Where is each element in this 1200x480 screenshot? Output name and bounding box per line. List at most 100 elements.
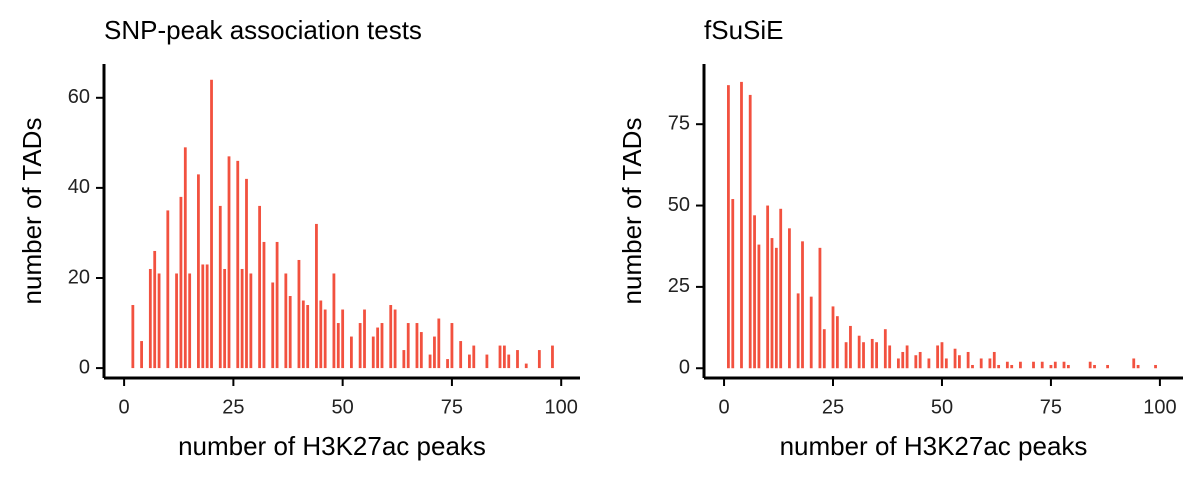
bar [336,323,340,369]
bar [516,350,519,369]
bar [275,241,279,369]
bar [818,247,822,369]
bar [349,336,353,369]
bar [1106,364,1109,369]
bar [258,205,262,369]
bar [148,268,152,369]
bar [472,345,476,369]
y-tick-label: 75 [668,112,690,134]
bar [905,345,909,369]
bar [406,323,410,369]
bar [428,354,432,369]
x-axis-title: number of H3K27ac peaks [780,431,1088,461]
bar [988,358,992,369]
bar [157,273,161,369]
bar [753,215,756,369]
bar [1040,361,1044,369]
bar [918,351,922,369]
bar [1019,361,1022,369]
y-tick-label: 0 [679,357,690,379]
bar [507,354,511,369]
bar [376,327,380,369]
bar [537,350,541,369]
bar [393,309,397,369]
bar [1049,364,1053,369]
bar [306,305,310,369]
bar [796,293,800,369]
bar [166,210,170,369]
bar [363,309,366,369]
bar [870,338,874,369]
bar [936,345,940,369]
bar [1136,364,1140,369]
bar [1005,361,1009,369]
bar [958,355,961,369]
bar [888,345,892,369]
bar [740,81,743,369]
bar [927,358,931,369]
bar [551,345,554,369]
bar [748,94,752,369]
bar [319,300,323,369]
bar [332,273,336,369]
bar [779,208,783,369]
bar [883,329,887,369]
bar [459,341,463,369]
bar [446,359,449,369]
x-tick-label: 75 [1040,396,1062,418]
bar [875,342,878,369]
y-axis-title: number of TADs [617,118,647,305]
bar [371,336,375,369]
bar [131,305,135,369]
bar [774,247,778,369]
bar [179,196,183,369]
bar [271,282,275,369]
bar [140,341,143,369]
x-tick-label: 25 [222,396,244,418]
bar [524,363,528,369]
bar [992,351,996,369]
bar [896,358,900,369]
x-tick-label: 50 [931,396,953,418]
bar [205,264,209,369]
bar [1053,361,1057,369]
y-tick-label: 40 [68,176,90,198]
bar [1062,361,1066,369]
bar [801,241,804,369]
bar [288,296,292,369]
bar [485,354,489,369]
bar [1132,358,1136,369]
bar [227,156,231,369]
bar [301,300,305,369]
x-tick-label: 25 [822,396,844,418]
bar [419,332,423,369]
bar [809,296,813,369]
bar [249,273,253,369]
bar [240,268,244,369]
bar [979,358,983,369]
y-tick-label: 60 [68,86,90,108]
bar [284,273,288,369]
bar [770,238,774,369]
x-tick-label: 100 [1143,396,1176,418]
bar [323,309,327,369]
y-axis-title: number of TADs [17,118,47,305]
bar [433,336,436,369]
bar [218,205,222,369]
y-tick-label: 0 [79,356,90,378]
x-tick-label: 50 [332,396,354,418]
x-tick-label: 0 [718,396,729,418]
bar [857,335,861,369]
bar [402,350,406,369]
chart-title: SNP-peak association tests [104,15,422,45]
bar [731,199,735,369]
bar [341,309,345,369]
bar [940,342,944,369]
bar [788,228,791,369]
bar [437,318,441,369]
bar [844,342,848,369]
bar [297,259,301,369]
bar [914,355,918,369]
bar [862,342,865,369]
bar [315,223,318,369]
